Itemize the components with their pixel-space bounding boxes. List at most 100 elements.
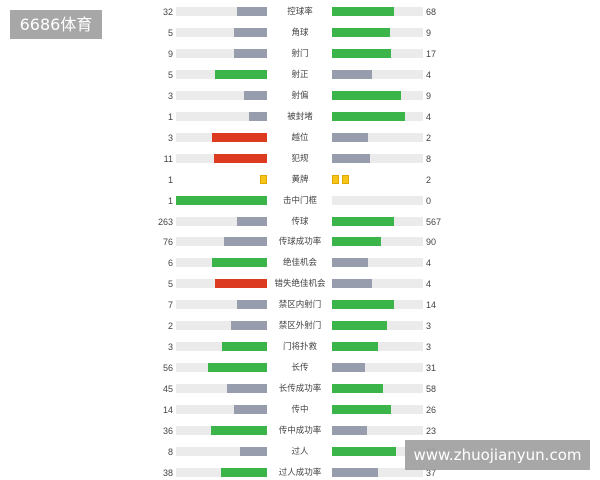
home-bar-fill: [230, 321, 267, 331]
away-bar-track: [332, 363, 423, 373]
away-bar-track: [332, 258, 423, 268]
stat-label: 角球: [291, 27, 309, 38]
away-bar-track: [332, 446, 423, 456]
away-bar-fill: [332, 69, 373, 79]
away-value: 4: [426, 258, 432, 269]
stat-label: 禁区内射门: [278, 300, 322, 311]
stat-row: 9 射门 17: [0, 47, 600, 61]
stat-label: 击中门框: [282, 195, 317, 206]
away-value: 37: [426, 467, 437, 478]
home-value: 76: [162, 237, 173, 248]
home-bar-fill: [207, 363, 267, 373]
stat-label: 错失绝佳机会: [274, 279, 326, 290]
home-value: 32: [162, 7, 173, 17]
away-bar-fill: [332, 321, 387, 331]
stat-label: 长传成功率: [278, 384, 322, 395]
stat-label: 黄牌: [291, 174, 309, 185]
stat-row: 2 禁区外射门 3: [0, 319, 600, 333]
home-value: 56: [162, 363, 173, 374]
away-bar-fill: [332, 90, 402, 100]
away-value: 68: [426, 7, 437, 17]
home-value: 9: [167, 48, 173, 59]
away-bar-track: [332, 90, 423, 100]
away-bar-fill: [332, 258, 369, 268]
away-bar-track: [332, 279, 423, 289]
away-bar-fill: [332, 132, 369, 142]
home-bar-fill: [224, 237, 267, 247]
home-bar-fill: [212, 258, 267, 268]
home-bar-fill: [236, 7, 267, 16]
home-value: 3: [167, 132, 173, 143]
watermark-bottom-right: www.zhuojianyun.com: [405, 440, 590, 470]
stat-row: 7 禁区内射门 14: [0, 298, 600, 312]
watermark-top-left: 6686体育: [10, 10, 102, 39]
stat-label: 控球率: [287, 7, 313, 17]
home-bar-fill: [221, 342, 267, 352]
away-cards: [332, 174, 349, 184]
away-value: 8: [426, 153, 432, 164]
stat-row: 45 长传成功率 58: [0, 382, 600, 396]
home-bar-track: [176, 405, 267, 415]
home-bar-fill: [215, 69, 267, 79]
away-value: 26: [426, 405, 437, 416]
stat-row: 11 犯规 8: [0, 152, 600, 166]
stat-row: 3 射偏 9: [0, 89, 600, 103]
away-value: 31: [426, 363, 437, 374]
away-bar-track: [332, 321, 423, 331]
stat-label: 射正: [291, 69, 309, 80]
away-bar-track: [332, 195, 423, 205]
home-value: 1: [167, 195, 173, 206]
away-bar-track: [332, 27, 423, 37]
stat-label: 射偏: [291, 90, 309, 101]
home-value: 3: [167, 342, 173, 353]
away-bar-track: [332, 405, 423, 415]
home-bar-fill: [220, 467, 267, 477]
home-bar-track: [176, 300, 267, 310]
away-bar-fill: [332, 27, 391, 37]
stat-label: 禁区外射门: [278, 321, 322, 332]
yellow-card-icon: [342, 174, 349, 184]
yellow-card-icon: [260, 174, 267, 184]
stat-row: 3 门将扑救 3: [0, 340, 600, 354]
stat-label: 长传: [291, 363, 309, 374]
away-value: 4: [426, 69, 432, 80]
away-bar-track: [332, 48, 423, 58]
home-value: 11: [163, 153, 173, 164]
home-bar-fill: [234, 27, 267, 37]
stat-row: 56 长传 31: [0, 361, 600, 375]
home-value: 1: [167, 111, 173, 122]
away-bar-fill: [332, 426, 368, 435]
stat-row: 3 越位 2: [0, 131, 600, 145]
stat-label: 过人成功率: [278, 467, 322, 478]
home-bar-track: [176, 69, 267, 79]
away-bar-fill: [332, 300, 394, 310]
away-bar-fill: [332, 279, 373, 289]
home-value: 38: [162, 467, 173, 478]
home-value: 5: [167, 279, 173, 290]
home-value: 14: [162, 405, 173, 416]
away-value: 23: [426, 426, 437, 436]
away-bar-track: [332, 132, 423, 142]
away-bar-fill: [332, 7, 394, 16]
home-bar-track: [176, 153, 267, 163]
stat-row: 5 错失绝佳机会 4: [0, 277, 600, 291]
home-bar-fill: [212, 132, 267, 142]
stat-row: 14 传中 26: [0, 403, 600, 417]
away-value: 0: [426, 195, 432, 206]
stat-label: 射门: [291, 48, 309, 59]
stat-label: 门将扑救: [282, 342, 317, 353]
stat-row: 5 角球 9: [0, 26, 600, 40]
away-bar-track: [332, 237, 423, 247]
away-bar-fill: [332, 111, 405, 121]
home-bar-fill: [226, 384, 267, 394]
home-bar-track: [176, 384, 267, 394]
away-value: 567: [426, 216, 442, 227]
away-value: 17: [426, 48, 437, 59]
stat-row: 6 绝佳机会 4: [0, 256, 600, 270]
home-value: 45: [162, 384, 173, 395]
home-bar-track: [176, 27, 267, 37]
stat-row: 1 被封堵 4: [0, 110, 600, 124]
home-bar-track: [176, 90, 267, 100]
stat-row: 38 过人成功率 37: [0, 466, 600, 480]
stat-label: 传中: [291, 405, 309, 416]
